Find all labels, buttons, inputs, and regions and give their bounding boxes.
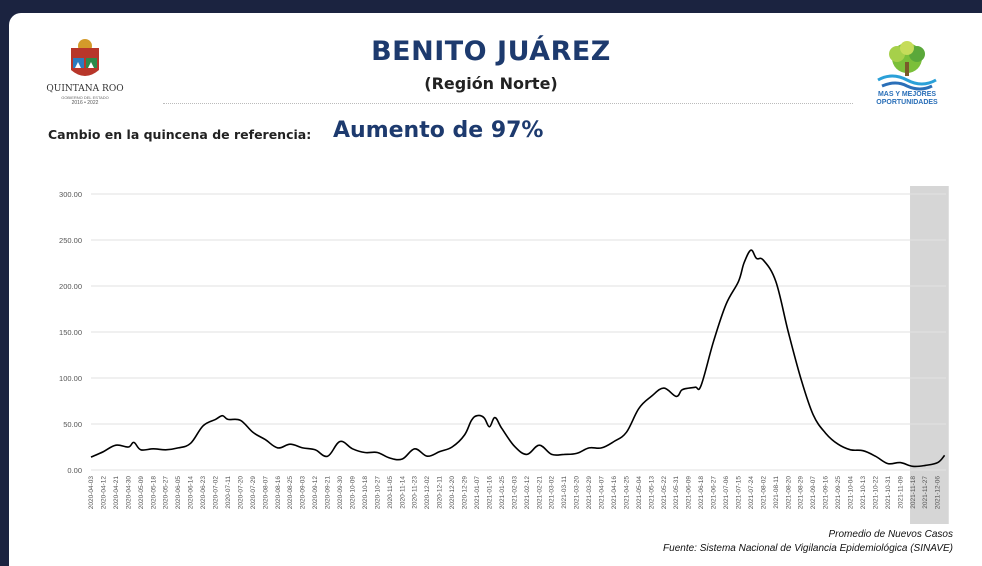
- x-tick-label: 2021-03-11: [561, 476, 568, 509]
- x-tick-label: 2021-03-29: [586, 476, 593, 510]
- x-tick-label: 2021-11-09: [897, 476, 904, 509]
- x-tick-label: 2021-05-31: [673, 476, 680, 510]
- x-tick-label: 2020-08-25: [287, 476, 294, 510]
- page-title: BENITO JUÁREZ: [371, 36, 611, 67]
- y-tick-label: 100.00: [59, 374, 82, 383]
- x-tick-label: 2021-11-18: [910, 476, 917, 509]
- title-divider: [163, 103, 853, 104]
- x-tick-label: 2020-11-23: [412, 476, 419, 509]
- x-tick-label: 2021-03-20: [574, 476, 581, 510]
- x-tick-label: 2020-09-12: [312, 476, 319, 510]
- x-tick-label: 2020-07-29: [250, 476, 257, 510]
- chart-note: Promedio de Nuevos Casos: [828, 529, 953, 540]
- x-tick-label: 2021-05-22: [661, 476, 668, 510]
- tree-logo-icon: [877, 41, 937, 91]
- logo-left-name: QUINTANA ROO: [46, 84, 124, 94]
- x-tick-label: 2021-09-07: [810, 476, 817, 510]
- x-tick-label: 2020-06-23: [200, 476, 207, 510]
- x-tick-label: 2021-10-13: [860, 476, 867, 510]
- x-tick-label: 2020-11-05: [387, 476, 394, 509]
- x-tick-label: 2021-03-02: [549, 476, 556, 510]
- x-tick-label: 2020-10-18: [362, 476, 369, 510]
- highlight-band: [910, 186, 949, 524]
- y-tick-label: 150.00: [59, 328, 82, 337]
- y-tick-label: 200.00: [59, 282, 82, 291]
- x-tick-label: 2021-02-12: [524, 476, 531, 510]
- x-tick-label: 2021-06-18: [698, 476, 705, 510]
- x-tick-label: 2021-06-09: [686, 476, 693, 510]
- x-tick-label: 2020-05-09: [138, 476, 145, 510]
- x-tick-label: 2020-04-30: [125, 476, 132, 510]
- x-tick-label: 2021-06-27: [711, 476, 718, 510]
- x-tick-label: 2021-09-25: [835, 476, 842, 510]
- x-tick-label: 2020-06-05: [175, 476, 182, 510]
- x-tick-label: 2020-04-21: [113, 476, 120, 510]
- x-tick-label: 2020-05-18: [150, 476, 157, 510]
- x-tick-label: 2020-12-29: [462, 476, 469, 510]
- x-tick-label: 2021-04-25: [623, 476, 630, 510]
- change-value: Aumento de 97%: [333, 118, 544, 143]
- x-tick-label: 2020-09-21: [325, 476, 332, 510]
- x-tick-label: 2020-05-27: [163, 476, 170, 510]
- quintana-roo-shield-icon: [71, 39, 99, 76]
- x-tick-label: 2021-07-15: [735, 476, 742, 510]
- x-tick-label: 2020-12-20: [449, 476, 456, 510]
- x-tick-label: 2021-08-11: [773, 476, 780, 509]
- y-tick-label: 0.00: [67, 466, 82, 475]
- x-tick-label: 2021-10-04: [848, 476, 855, 510]
- chart-source: Fuente: Sistema Nacional de Vigilancia E…: [663, 543, 953, 554]
- series-line: [90, 249, 946, 468]
- x-tick-label: 2021-08-02: [760, 476, 767, 510]
- change-label: Cambio en la quincena de referencia:: [48, 127, 312, 142]
- x-tick-label: 2020-09-30: [337, 476, 344, 510]
- quintana-roo-logo: QUINTANA ROO GOBIERNO DEL ESTADO 2016 • …: [40, 38, 130, 108]
- x-tick-label: 2021-01-07: [474, 476, 481, 510]
- x-tick-label: 2020-09-03: [300, 476, 307, 510]
- x-tick-label: 2020-12-11: [437, 476, 444, 509]
- x-tick-label: 2021-05-04: [636, 476, 643, 510]
- x-tick-label: 2021-12-06: [935, 476, 942, 510]
- x-tick-label: 2020-11-14: [399, 476, 406, 509]
- y-tick-label: 250.00: [59, 236, 82, 245]
- x-tick-label: 2020-07-20: [237, 476, 244, 510]
- x-tick-label: 2020-10-09: [349, 476, 356, 510]
- x-tick-label: 2021-10-31: [885, 476, 892, 510]
- x-tick-label: 2021-02-03: [511, 476, 518, 510]
- logo-right-line1: MAS Y MEJORES: [877, 91, 937, 98]
- logo-right-line2: OPORTUNIDADES: [876, 99, 938, 106]
- logo-left-tagline: GOBIERNO DEL ESTADO: [61, 95, 109, 100]
- x-tick-label: 2020-12-02: [424, 476, 431, 510]
- x-tick-label: 2020-10-27: [374, 476, 381, 510]
- x-tick-label: 2021-08-20: [785, 476, 792, 510]
- oportunidades-logo: MAS Y MEJORES OPORTUNIDADES: [866, 40, 948, 110]
- x-tick-label: 2021-11-27: [922, 476, 929, 509]
- page-subtitle: (Región Norte): [424, 74, 558, 93]
- x-tick-label: 2021-02-21: [536, 476, 543, 510]
- x-tick-label: 2021-08-29: [798, 476, 805, 510]
- x-tick-label: 2021-10-22: [872, 476, 879, 510]
- x-tick-label: 2020-04-12: [100, 476, 107, 510]
- x-tick-label: 2021-05-13: [648, 476, 655, 510]
- y-tick-label: 300.00: [59, 190, 82, 199]
- x-tick-label: 2021-01-16: [486, 476, 493, 510]
- x-tick-label: 2021-09-16: [823, 476, 830, 510]
- x-tick-label: 2021-04-16: [611, 476, 618, 510]
- x-tick-label: 2020-08-07: [262, 476, 269, 510]
- x-tick-label: 2020-04-03: [88, 476, 95, 510]
- x-tick-label: 2020-06-14: [188, 476, 195, 510]
- x-tick-label: 2021-01-25: [499, 476, 506, 510]
- slide: [9, 13, 982, 566]
- x-tick-label: 2020-07-02: [213, 476, 220, 510]
- logo-left-years: 2016 • 2022: [71, 100, 99, 106]
- x-tick-label: 2021-07-06: [723, 476, 730, 510]
- x-tick-label: 2021-07-24: [748, 476, 755, 510]
- y-tick-label: 50.00: [63, 420, 82, 429]
- x-tick-label: 2021-04-07: [599, 476, 606, 510]
- x-tick-label: 2020-07-11: [225, 476, 232, 509]
- x-tick-label: 2020-08-16: [275, 476, 282, 510]
